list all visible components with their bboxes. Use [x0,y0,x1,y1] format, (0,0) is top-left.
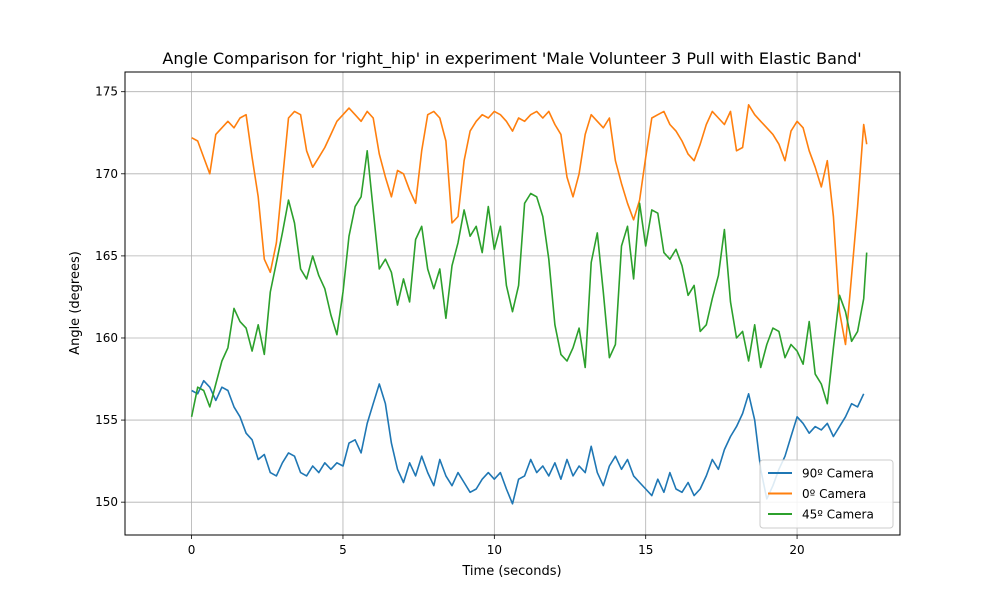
chart-title: Angle Comparison for 'right_hip' in expe… [162,49,861,69]
y-tick-label: 170 [95,167,118,181]
series-layer [190,104,868,505]
legend-label-2: 45º Camera [802,508,874,522]
tick-layer: 0 5 10 15 20 150 155 160 165 170 175 [95,85,805,557]
y-tick-label: 150 [95,495,118,509]
series-line-2 [190,150,868,417]
legend-box [759,459,894,529]
x-tick-label: 15 [638,543,653,557]
y-tick-label: 175 [95,85,118,99]
legend: 90º Camera 0º Camera 45º Camera [759,459,894,529]
x-tick-label: 10 [487,543,502,557]
series-line-0 [191,379,865,505]
y-tick-label: 155 [95,413,118,427]
x-axis-label: Time (seconds) [461,564,561,579]
x-tick-label: 20 [789,543,804,557]
plot-frame [124,71,901,536]
x-tick-label: 0 [188,543,196,557]
y-axis-label: Angle (degrees) [68,251,83,355]
legend-label-0: 90º Camera [802,467,874,481]
x-tick-label: 5 [339,543,347,557]
y-tick-label: 160 [95,331,118,345]
legend-label-1: 0º Camera [802,487,866,501]
y-tick-label: 165 [95,249,118,263]
series-line-1 [191,104,868,346]
